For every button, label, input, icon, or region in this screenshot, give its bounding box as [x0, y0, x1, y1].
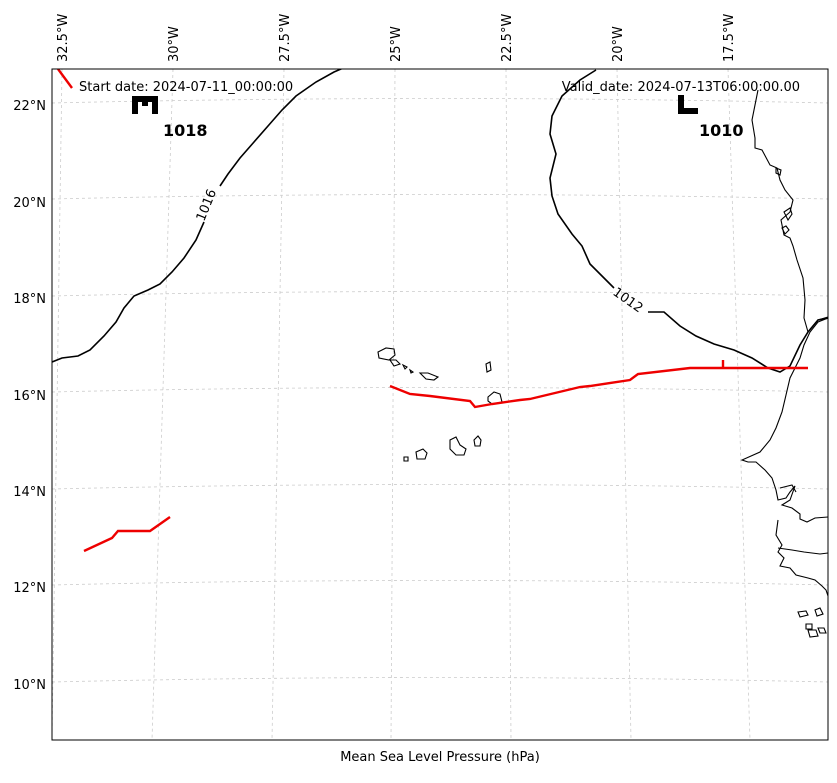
bissagos-island [807, 629, 819, 638]
cape-verde-island [485, 361, 492, 373]
cape-verde-island [418, 372, 440, 381]
lon-label: 25°W [389, 26, 404, 62]
cape-verde-island [388, 359, 402, 367]
africa-coastline [740, 317, 828, 523]
bissagos-island [817, 627, 827, 634]
low-center-icon [678, 95, 698, 114]
storm-track [57, 69, 808, 553]
canary-island [775, 167, 782, 176]
longitude-labels: 32.5°W 30°W 27.5°W 25°W 22.5°W 20°W 17.5… [56, 14, 737, 62]
isobar-1012 [549, 69, 828, 373]
cape-verde-island [449, 436, 467, 456]
lat-label: 10°N [13, 678, 46, 693]
meridian-line [505, 69, 512, 740]
parallel-line [52, 677, 828, 683]
lon-label: 20°W [611, 26, 626, 62]
guinea-coast [775, 519, 828, 597]
lon-label: 30°W [167, 26, 182, 62]
map-xlabel: Mean Sea Level Pressure (hPa) [340, 750, 540, 765]
canary-island [781, 225, 790, 235]
cape-verde-island [401, 363, 408, 370]
cape-verde-island [408, 368, 415, 374]
valid-date-label: Valid_date: 2024-07-13T06:00:00.00 [562, 80, 800, 95]
meridian-line [52, 69, 63, 740]
low-pressure-symbol [678, 95, 698, 114]
bissagos-island [797, 610, 809, 618]
parallel-line [52, 580, 828, 586]
graticule [52, 69, 828, 740]
lon-label: 27.5°W [278, 14, 293, 62]
parallel-line [52, 484, 828, 490]
contour-label-1016: 1016 [194, 187, 220, 223]
low-pressure-value: 1010 [699, 121, 744, 140]
gambia-inlet [777, 547, 828, 555]
lon-label: 32.5°W [56, 14, 71, 62]
lat-label: 12°N [13, 581, 46, 596]
plot-frame [51, 68, 829, 741]
high-pressure-symbol [132, 96, 158, 114]
parallel-line [52, 291, 828, 297]
meridian-line [271, 69, 285, 740]
contour-label-1012: 1012 [610, 285, 646, 316]
high-pressure-value: 1018 [163, 121, 208, 140]
coastlines [377, 89, 828, 638]
start-date-label: Start date: 2024-07-11_00:00:00 [79, 80, 293, 95]
isobar-1016 [52, 69, 344, 363]
senegal-outline [779, 484, 797, 493]
bissagos-island [805, 623, 813, 630]
meridian-line [151, 69, 174, 740]
latitude-labels: 22°N 20°N 18°N 16°N 14°N 12°N 10°N [13, 99, 46, 693]
parallel-line [52, 194, 828, 200]
cape-verde-island [415, 448, 428, 460]
parallel-line [52, 98, 828, 104]
cape-verde-island [473, 435, 482, 447]
meridian-line [727, 69, 751, 740]
bissagos-island [814, 607, 824, 617]
track-segment-west [83, 516, 171, 553]
lat-label: 16°N [13, 389, 46, 404]
track-segment-main [389, 366, 808, 409]
isobars [52, 69, 828, 373]
lat-label: 22°N [13, 99, 46, 114]
meridian-line [390, 69, 396, 740]
high-center-icon [132, 96, 158, 114]
lat-label: 20°N [13, 196, 46, 211]
cape-verde-island [403, 456, 409, 462]
cape-verde-island [377, 347, 396, 361]
canary-island [783, 207, 793, 222]
meridian-line [616, 69, 632, 740]
lon-label: 22.5°W [500, 14, 515, 62]
track-segment-corner [57, 69, 73, 89]
lon-label: 17.5°W [722, 14, 737, 62]
lat-label: 18°N [13, 292, 46, 307]
parallel-line [52, 387, 828, 393]
lat-label: 14°N [13, 485, 46, 500]
